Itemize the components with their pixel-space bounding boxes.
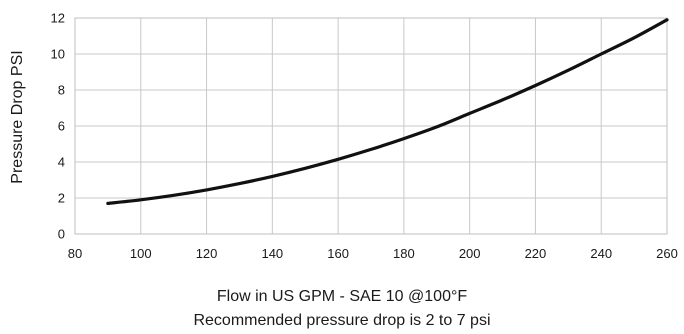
x-tick-label: 120	[196, 246, 218, 261]
x-tick-label: 160	[327, 246, 349, 261]
x-tick-label: 220	[525, 246, 547, 261]
x-tick-label: 240	[590, 246, 612, 261]
x-tick-label: 100	[130, 246, 152, 261]
y-tick-label: 0	[58, 227, 65, 242]
chart-caption-recommended-range: Recommended pressure drop is 2 to 7 psi	[193, 312, 490, 329]
y-axis-ticks: 0 2 4 6 8 10 12	[51, 11, 65, 242]
x-tick-label: 200	[459, 246, 481, 261]
y-tick-label: 6	[58, 119, 65, 134]
x-tick-label: 180	[393, 246, 415, 261]
x-axis-ticks: 80 100 120 140 160 180 200 220 240 260	[68, 246, 678, 261]
pressure-drop-curve	[106, 18, 669, 205]
series-layer	[106, 18, 669, 205]
x-tick-label: 140	[261, 246, 283, 261]
y-tick-label: 8	[58, 83, 65, 98]
x-tick-label: 260	[656, 246, 678, 261]
y-tick-label: 4	[58, 155, 65, 170]
y-tick-label: 10	[51, 47, 65, 62]
x-axis-title: Flow in US GPM - SAE 10 @100°F	[217, 288, 468, 305]
y-axis-title: Pressure Drop PSI	[9, 50, 26, 183]
grid-layer	[74, 17, 668, 235]
y-tick-label: 2	[58, 191, 65, 206]
plot-area-border	[74, 17, 668, 235]
y-tick-label: 12	[51, 11, 65, 26]
x-tick-label: 80	[68, 246, 82, 261]
